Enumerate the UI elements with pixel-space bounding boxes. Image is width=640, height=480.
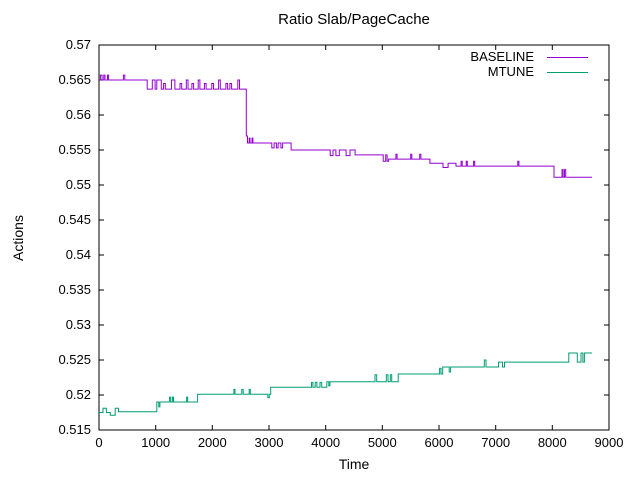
legend-label-mtune: MTUNE bbox=[487, 64, 534, 79]
series-line-mtune bbox=[99, 352, 592, 416]
y-tick-label: 0.545 bbox=[58, 212, 91, 227]
x-tick-label: 9000 bbox=[595, 435, 624, 450]
legend-line-baseline-icon bbox=[547, 56, 588, 58]
y-tick-label: 0.555 bbox=[58, 142, 91, 157]
y-tick-label: 0.535 bbox=[58, 282, 91, 297]
x-tick-label: 7000 bbox=[481, 435, 510, 450]
y-tick-label: 0.55 bbox=[66, 177, 91, 192]
y-tick-label: 0.565 bbox=[58, 72, 91, 87]
y-tick-label: 0.515 bbox=[58, 422, 91, 437]
x-tick-label: 8000 bbox=[538, 435, 567, 450]
legend-entry-baseline: BASELINE bbox=[470, 50, 588, 64]
series-line-baseline bbox=[99, 74, 592, 178]
legend-line-mtune-icon bbox=[547, 71, 588, 73]
chart-title: Ratio Slab/PageCache bbox=[278, 11, 430, 28]
y-tick-label: 0.525 bbox=[58, 352, 91, 367]
x-tick-label: 4000 bbox=[311, 435, 340, 450]
y-tick-label: 0.53 bbox=[66, 317, 91, 332]
y-tick-label: 0.56 bbox=[66, 107, 91, 122]
x-tick-label: 2000 bbox=[198, 435, 227, 450]
y-tick-label: 0.52 bbox=[66, 387, 91, 402]
legend-entry-mtune: MTUNE bbox=[470, 65, 588, 79]
x-tick-label: 3000 bbox=[255, 435, 284, 450]
y-tick-label: 0.54 bbox=[66, 247, 91, 262]
plot-border bbox=[98, 44, 610, 431]
x-tick-label: 5000 bbox=[368, 435, 397, 450]
legend-label-baseline: BASELINE bbox=[470, 49, 534, 64]
x-tick-label: 0 bbox=[95, 435, 102, 450]
x-tick-label: 1000 bbox=[141, 435, 170, 450]
legend: BASELINE MTUNE bbox=[470, 50, 588, 80]
x-axis-label: Time bbox=[338, 456, 370, 472]
x-tick-label: 6000 bbox=[425, 435, 454, 450]
y-tick-label: 0.57 bbox=[66, 37, 91, 52]
